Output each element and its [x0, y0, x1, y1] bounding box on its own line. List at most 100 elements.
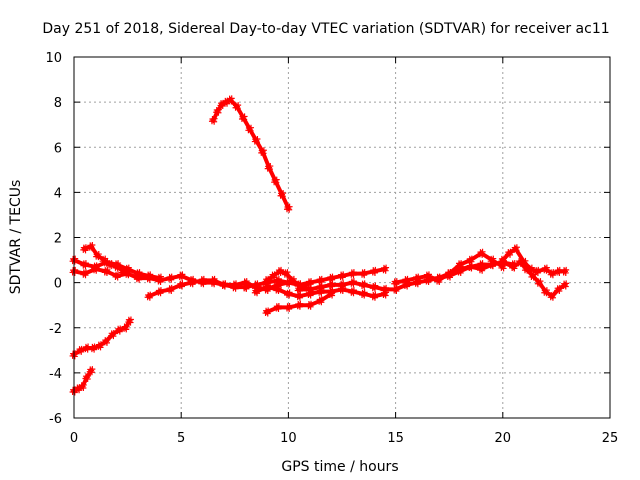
- data-series: [69, 95, 570, 396]
- data-point-marker: [554, 267, 561, 274]
- series-arc-mid-c: [80, 242, 128, 276]
- data-point-marker: [348, 269, 355, 276]
- data-point-marker: [548, 291, 555, 298]
- data-point-marker: [91, 262, 98, 269]
- data-point-marker: [511, 244, 518, 251]
- data-point-marker: [466, 262, 473, 269]
- data-point-marker: [548, 269, 555, 276]
- data-point-marker: [316, 296, 323, 303]
- data-point-marker: [70, 255, 77, 262]
- data-point-marker: [338, 280, 345, 287]
- data-point-marker: [100, 255, 107, 262]
- data-point-marker: [535, 278, 542, 285]
- data-point-marker: [278, 190, 285, 197]
- axis-ticks: 0 5 10 15 20 25 -6 -4 -2 0 2 4 6 8 10: [45, 51, 618, 446]
- x-tick-label: 10: [280, 431, 297, 446]
- y-tick-label: -4: [49, 367, 62, 382]
- data-point-marker: [245, 125, 252, 131]
- y-tick-label: -6: [49, 412, 62, 427]
- data-point-marker: [188, 278, 195, 285]
- data-point-marker: [316, 282, 323, 289]
- data-point-marker: [95, 341, 102, 348]
- data-point-marker: [505, 249, 512, 256]
- data-point-marker: [305, 285, 312, 292]
- data-point-marker: [295, 285, 302, 292]
- data-point-marker: [423, 271, 430, 278]
- x-tick-label: 15: [387, 431, 404, 446]
- data-point-marker: [380, 285, 387, 292]
- data-point-marker: [288, 276, 295, 283]
- series-arc-low: [262, 289, 336, 317]
- data-point-marker: [561, 280, 568, 287]
- chart-title: Day 251 of 2018, Sidereal Day-to-day VTE…: [42, 21, 609, 37]
- data-point-marker: [70, 267, 77, 274]
- data-point-marker: [488, 260, 495, 267]
- x-tick-label: 5: [177, 431, 185, 446]
- data-point-marker: [115, 325, 122, 332]
- series-trace: [147, 278, 248, 299]
- data-point-marker: [112, 271, 119, 278]
- data-point-marker: [282, 269, 289, 276]
- data-point-marker: [102, 267, 109, 274]
- series-arc-neg-a: [69, 316, 134, 360]
- data-point-marker: [477, 264, 484, 271]
- data-point-marker: [80, 244, 87, 251]
- data-point-marker: [258, 147, 265, 154]
- data-point-marker: [263, 276, 270, 283]
- data-point-marker: [70, 350, 77, 357]
- x-tick-label: 25: [602, 431, 619, 446]
- data-point-marker: [233, 102, 240, 109]
- x-axis-label: GPS time / hours: [281, 459, 398, 475]
- series-arc-late-c: [434, 257, 518, 283]
- data-point-marker: [284, 289, 291, 296]
- data-point-marker: [89, 343, 96, 350]
- data-point-marker: [533, 267, 540, 274]
- series-arc-late-d: [498, 244, 570, 279]
- y-tick-label: 2: [54, 232, 62, 247]
- data-point-marker: [554, 285, 561, 292]
- data-point-marker: [561, 267, 568, 274]
- data-point-marker: [78, 382, 85, 389]
- data-point-marker: [93, 251, 100, 258]
- data-point-marker: [155, 273, 162, 280]
- data-point-marker: [273, 285, 280, 292]
- data-point-marker: [80, 260, 87, 267]
- data-point-marker: [119, 267, 126, 274]
- data-point-marker: [305, 300, 312, 307]
- data-point-marker: [541, 287, 548, 294]
- data-point-marker: [177, 280, 184, 287]
- data-point-marker: [145, 291, 152, 298]
- data-point-marker: [380, 264, 387, 271]
- data-point-marker: [327, 273, 334, 280]
- data-point-marker: [456, 267, 463, 274]
- series-arc-high: [208, 95, 293, 213]
- y-tick-label: 10: [45, 51, 62, 66]
- data-point-marker: [327, 289, 334, 296]
- data-point-marker: [338, 271, 345, 278]
- data-point-marker: [265, 163, 272, 170]
- data-point-marker: [522, 264, 529, 271]
- data-point-marker: [82, 343, 89, 350]
- data-point-marker: [102, 337, 109, 344]
- y-tick-label: -2: [49, 322, 62, 337]
- data-point-marker: [166, 273, 173, 280]
- x-tick-label: 20: [495, 431, 512, 446]
- data-point-marker: [108, 330, 115, 337]
- data-point-marker: [145, 271, 152, 278]
- y-tick-label: 8: [54, 96, 62, 111]
- data-point-marker: [263, 307, 270, 314]
- data-point-marker: [370, 267, 377, 274]
- data-point-marker: [434, 273, 441, 280]
- data-point-marker: [106, 260, 113, 267]
- data-point-marker: [155, 287, 162, 294]
- y-tick-label: 4: [54, 186, 62, 201]
- data-point-marker: [348, 278, 355, 285]
- data-point-marker: [125, 316, 132, 323]
- data-point-marker: [269, 271, 276, 278]
- data-point-marker: [209, 276, 216, 283]
- data-point-marker: [456, 260, 463, 267]
- data-point-marker: [87, 366, 94, 373]
- data-point-marker: [370, 291, 377, 298]
